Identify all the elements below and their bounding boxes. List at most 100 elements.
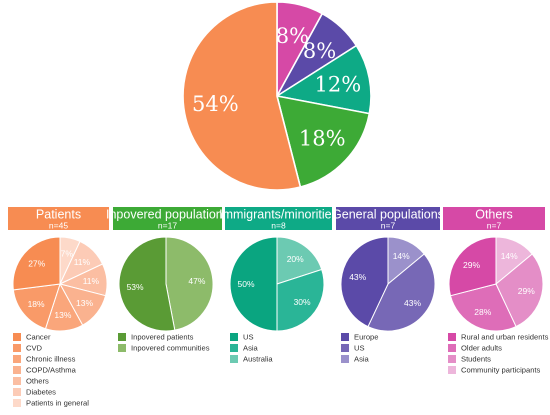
general-populations-n-count: n=7 [381,221,396,231]
patients-data-label-cvd: 18% [28,299,45,309]
patients-legend-label-others: Others [26,377,49,386]
patients-legend-label-chronic-illness: Chronic illness [26,355,76,364]
others-data-label-older-adults: 28% [474,307,491,317]
general-populations-legend-label-us: US [354,344,365,353]
others-n-count: n=7 [487,221,502,231]
main-data-label-slice-3: 8% [303,39,336,63]
general-populations-legend: Europe US Asia [341,333,379,364]
immigrants-minorities-legend-label-us: US [243,333,254,342]
patients-data-label-diabetes: 11% [74,257,91,267]
main-data-label-slice-4: 8% [276,24,309,48]
main-data-label-slice-1: 18% [299,127,346,151]
immigrants-minorities-header [225,207,332,230]
others-title: Others [475,208,513,222]
patients-legend-label-diabetes: Diabetes [26,388,56,397]
patients-data-label-copd-asthma: 13% [76,298,93,308]
immigrants-minorities-n-count: n=8 [271,221,286,231]
patients-legend-label-cvd: CVD [26,344,43,353]
patients-title: Patients [36,208,81,222]
others-legend: Rural and urban residents Older adults Stu… [448,333,549,375]
patients-legend-swatch-patients-in-general [13,399,21,407]
main-slice-slice-2 [274,44,372,115]
main-data-label-slice-0: 54% [192,92,239,116]
inpovered-populations-slice-inpovered-patients [118,236,176,332]
immigrants-minorities-slice-australia [276,236,323,285]
inpovered-populations-data-label-inpovered-patients: 53% [127,282,144,292]
patients-data-label-cancer: 27% [28,259,45,269]
others-legend-swatch-older-adults [448,344,456,352]
inpovered-populations-slice-inpovered-communities [165,236,214,331]
patients-legend-label-patients-in-general: Patients in general [26,399,89,408]
others-data-label-community-participants: 14% [501,251,518,261]
others-legend-swatch-students [448,355,456,363]
patients-legend-swatch-others [13,377,21,385]
others-legend-label-rural-and-urban-residents: Rural and urban residents [461,333,549,342]
others-legend-swatch-community-participants [448,366,456,374]
general-populations-title: General populations [332,208,444,222]
patients-pie: 7%11%11%13%13%18%27% [12,236,108,332]
others-legend-label-students: Students [461,355,491,364]
immigrants-minorities-data-label-us: 50% [237,279,254,289]
immigrants-minorities-data-label-australia: 20% [287,254,304,264]
patients-slice-cvd [12,283,61,330]
patients-header [8,207,109,230]
patients-data-label-patients-in-general: 7% [61,249,74,259]
others-data-label-rural-and-urban-residents: 29% [463,260,480,270]
patients-legend-swatch-chronic-illness [13,355,21,363]
others-slice-older-adults [449,283,517,332]
others-pie: 14% 29% 28% 29% [448,236,544,332]
immigrants-minorities-slice-asia [276,268,325,332]
patients-legend: Cancer CVD Chronic illness COPD/Asthma Other… [13,333,89,408]
general-populations-header [336,207,440,230]
inpovered-populations-n-count: n=17 [158,221,177,231]
others-data-label-students: 29% [518,286,535,296]
inpovered-populations-pie: 47% 53% [118,236,214,332]
general-populations-legend-swatch-asia [341,355,349,363]
inpovered-populations-legend-label-inpovered-communities: Inpovered communities [131,344,210,353]
inpovered-populations-legend-label-inpovered-patients: Inpovered patients [131,333,194,342]
immigrants-minorities-pie: 20% 30% 50% [229,236,325,332]
patients-legend-label-copd-asthma: COPD/Asthma [26,366,77,375]
others-slice-rural-and-urban-residents [448,236,497,297]
inpovered-populations-legend-swatch-inpovered-communities [118,344,126,352]
patients-legend-swatch-cancer [13,333,21,341]
main-pie: 8%8%12%18%54% [182,1,372,191]
inpovered-populations-legend: Inpovered patients Inpovered communities [118,333,210,353]
others-legend-label-community-participants: Community participants [461,366,541,375]
immigrants-minorities-legend-swatch-australia [230,355,238,363]
general-populations-legend-label-europe: Europe [354,333,379,342]
main-data-label-slice-2: 12% [315,72,362,96]
general-populations-data-label-asia: 14% [393,251,410,261]
immigrants-minorities-legend-label-asia: Asia [243,344,259,353]
general-populations-legend-label-asia: Asia [354,355,370,364]
patients-n-count: n=45 [49,221,68,231]
others-legend-swatch-rural-and-urban-residents [448,333,456,341]
patients-legend-swatch-cvd [13,344,21,352]
inpovered-populations-data-label-inpovered-communities: 47% [188,276,205,286]
immigrants-minorities-legend-label-australia: Australia [243,355,273,364]
main-slice-slice-0 [182,1,302,191]
others-legend-label-older-adults: Older adults [461,344,502,353]
inpovered-populations-header [113,207,222,230]
general-populations-slice-us [367,253,436,332]
others-header [443,207,545,230]
main-slice-slice-1 [275,94,371,189]
immigrants-minorities-legend-swatch-us [230,333,238,341]
immigrants-minorities-legend: US Asia Australia [230,333,273,364]
patients-legend-swatch-diabetes [13,388,21,396]
patients-slice-cancer [12,236,61,291]
immigrants-minorities-data-label-asia: 30% [294,297,311,307]
general-populations-data-label-us: 43% [404,298,421,308]
immigrants-minorities-slice-us [229,236,278,332]
general-populations-data-label-europe: 43% [349,272,366,282]
patients-legend-swatch-copd-asthma [13,366,21,374]
immigrants-minorities-title: Immigrants/minorities [219,208,338,222]
patients-data-label-chronic-illness: 13% [54,310,71,320]
general-populations-legend-swatch-europe [341,333,349,341]
inpovered-populations-legend-swatch-inpovered-patients [118,333,126,341]
inpovered-populations-title: Inpovered populations [106,208,229,222]
patients-legend-label-cancer: Cancer [26,333,51,342]
patients-data-label-others: 11% [83,276,100,286]
